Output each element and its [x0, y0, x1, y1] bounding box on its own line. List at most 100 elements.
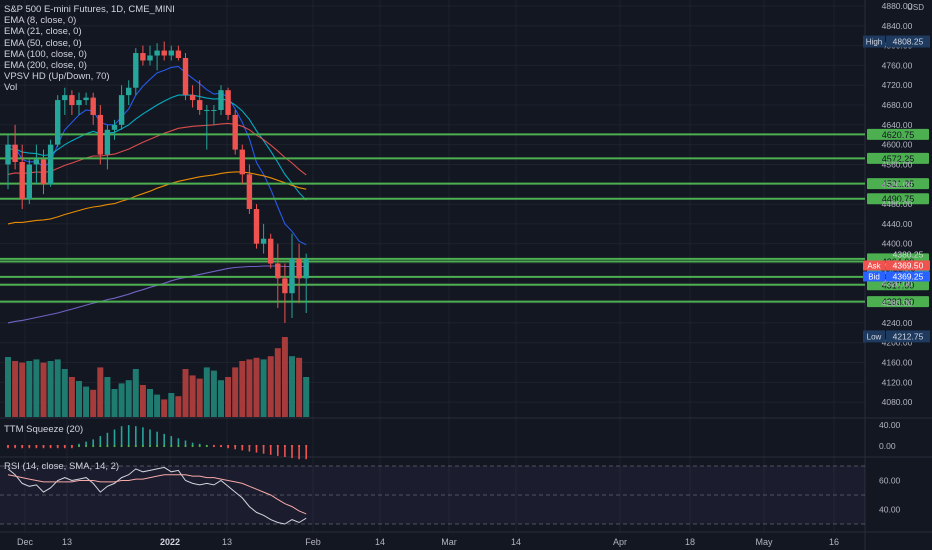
price-tick: 4200.00 [882, 338, 913, 348]
ttm-dot [298, 444, 301, 448]
price-tick: 4840.00 [882, 21, 913, 31]
ttm-dot [56, 444, 59, 448]
candle-body [232, 114, 238, 150]
level-label: 4317.00 [882, 280, 915, 290]
candle-body [62, 95, 68, 101]
time-tick: May [755, 537, 773, 547]
ttm-label[interactable]: TTM Squeeze (20) [4, 424, 84, 435]
volume-bar [5, 357, 11, 417]
volume-bars [5, 337, 310, 417]
legend-vpsv[interactable]: VPSV HD (Up/Down, 70) [4, 71, 110, 83]
ask-value: 4369.50 [893, 260, 924, 270]
volume-bar [97, 367, 104, 417]
ttm-bar [149, 429, 151, 446]
ttm-bar [184, 440, 187, 446]
price-tick: 4520.00 [882, 179, 913, 189]
time-tick: 18 [685, 537, 695, 547]
candle-body [239, 149, 245, 175]
price-tick: 4880.00 [882, 1, 913, 11]
level-label: 4572.25 [882, 154, 915, 164]
candle-body [282, 278, 288, 294]
volume-bar [267, 356, 274, 417]
candle-body [97, 114, 103, 155]
ttm-dot [234, 444, 237, 448]
ttm-bar [191, 442, 194, 446]
candle-body [26, 164, 32, 200]
legend-ema8[interactable]: EMA (8, close, 0) [4, 15, 77, 27]
candles [5, 41, 309, 323]
time-tick: 14 [375, 537, 385, 547]
ttm-bar [99, 436, 102, 446]
candle-body [55, 100, 61, 145]
candle-body [90, 97, 96, 115]
rsi-pane: 60.00 40.00 [0, 465, 901, 525]
legend-ema21[interactable]: EMA (21, close, 0) [4, 26, 82, 38]
level-label-bg [867, 152, 929, 164]
volume-bar [210, 370, 217, 417]
candle-body [275, 263, 281, 279]
ema-line [7, 171, 307, 225]
ttm-dot [127, 444, 130, 448]
time-tick: Mar [441, 537, 457, 547]
ttm-bar [291, 446, 293, 459]
ttm-dot [276, 444, 279, 448]
ttm-dot [290, 444, 294, 448]
volume-bar [76, 381, 82, 417]
candle-body [118, 95, 125, 125]
legend-ema50[interactable]: EMA (50, close, 0) [4, 37, 82, 49]
ttm-bar [142, 427, 144, 446]
level-label-bg [867, 279, 929, 291]
volume-bar [33, 359, 40, 417]
candle-body [83, 97, 89, 101]
ttm-bar [198, 443, 201, 446]
legend-ema200[interactable]: EMA (200, close, 0) [4, 60, 87, 72]
symbol-title: S&P 500 E-mini Futures, 1D, CME_MINI [4, 4, 175, 15]
ttm-dot [248, 444, 251, 448]
ttm-dot [113, 444, 116, 448]
price-tick: 4560.00 [882, 159, 913, 169]
high-tag: High [866, 38, 882, 47]
ttm-bar [71, 446, 73, 449]
ttm-dot [141, 444, 144, 448]
time-tick: 13 [62, 537, 72, 547]
price-tick: 4720.00 [882, 80, 913, 90]
volume-bar [40, 362, 47, 417]
candle-body [154, 50, 160, 56]
volume-bar [225, 377, 232, 417]
volume-bar [260, 359, 267, 417]
ttm-bar [35, 446, 38, 449]
volume-bar [239, 361, 246, 417]
ttm-dot [63, 444, 66, 448]
volume-bar [118, 383, 125, 417]
indicator-legend: S&P 500 E-mini Futures, 1D, CME_MINI EMA… [4, 4, 175, 94]
ttm-tick: 0.00 [879, 441, 896, 451]
ema-line [7, 94, 307, 201]
volume-bar [281, 337, 288, 417]
ttm-bar [234, 446, 236, 450]
time-tick: Feb [305, 537, 321, 547]
price-tick: 4280.00 [882, 298, 913, 308]
candle-body [218, 90, 224, 110]
level-label-bg [867, 178, 929, 190]
ttm-dot [177, 444, 180, 448]
volume-bar [189, 375, 196, 417]
candle-body [182, 57, 189, 96]
ttm-bar [284, 446, 286, 457]
legend-ema100[interactable]: EMA (100, close, 0) [4, 48, 87, 60]
ttm-dot [134, 444, 137, 448]
high-value-bg [886, 35, 930, 48]
ema-line [7, 265, 307, 324]
price-tick: 4120.00 [882, 377, 913, 387]
legend-vol[interactable]: Vol [4, 82, 18, 94]
candle-body [225, 90, 231, 115]
time-tick: 14 [511, 537, 521, 547]
rsi-label[interactable]: RSI (14, close, SMA, 14, 2) [4, 461, 120, 472]
ttm-bar [298, 446, 300, 460]
volume-bar [232, 367, 239, 417]
time-tick: 16 [829, 537, 839, 547]
price-tick: 4400.00 [882, 239, 913, 249]
candle-body [5, 144, 11, 165]
rsi-ma-line [7, 474, 307, 515]
ttm-dot [205, 444, 208, 448]
